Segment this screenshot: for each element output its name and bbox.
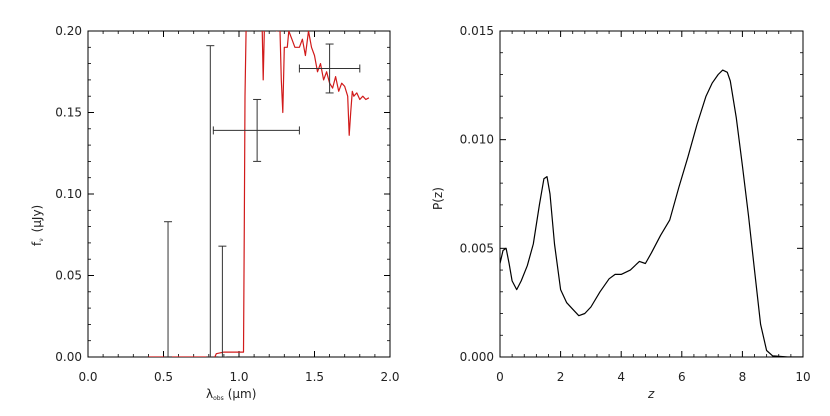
left-errorbar xyxy=(206,45,215,357)
left-axis-ticks: 0.0 0.5 1.0 1.5 2.0 0.00 0.05 0.10 0.15 0.20 xyxy=(55,24,399,384)
left-x-label-unit: (μm) xyxy=(228,387,257,401)
left-y-label-unit: (μJy) xyxy=(30,205,44,233)
left-x-tick-label: 0.5 xyxy=(154,370,173,384)
right-panel: 0 2 4 6 8 10 0.000 0.005 0.010 0.015 z P(z) xyxy=(431,24,811,401)
left-x-tick-label: 0.0 xyxy=(78,370,97,384)
right-x-axis-label: z xyxy=(647,387,655,401)
right-y-tick-label: 0.015 xyxy=(460,24,494,38)
left-errorbar xyxy=(218,245,227,357)
right-y-tick-label: 0.000 xyxy=(460,350,494,364)
left-errorbar xyxy=(212,98,300,162)
right-x-tick-label: 0 xyxy=(496,370,504,384)
right-y-tick-label: 0.010 xyxy=(460,133,494,147)
left-y-axis-label: fν (μJy) xyxy=(30,205,45,246)
right-x-tick-label: 10 xyxy=(795,370,810,384)
left-y-tick-label: 0.20 xyxy=(55,24,82,38)
right-plot-area xyxy=(500,69,803,357)
left-errorbar xyxy=(298,43,361,94)
left-panel: 0.0 0.5 1.0 1.5 2.0 0.00 0.05 0.10 0.15 0.20 λobs… xyxy=(30,24,400,402)
left-errorbar xyxy=(164,221,173,357)
left-y-tick-label: 0.10 xyxy=(55,187,82,201)
right-x-tick-label: 4 xyxy=(617,370,625,384)
right-axis-ticks: 0 2 4 6 8 10 0.000 0.005 0.010 0.015 xyxy=(460,24,811,384)
left-series-line xyxy=(148,31,370,357)
left-y-tick-label: 0.15 xyxy=(55,106,82,120)
left-x-label-subscript: obs xyxy=(213,395,224,402)
left-x-label-symbol: λ xyxy=(206,387,213,401)
left-x-axis-label: λobs (μm) xyxy=(206,387,256,402)
right-x-tick-label: 6 xyxy=(678,370,686,384)
left-plot-area xyxy=(148,31,370,357)
left-x-tick-label: 1.5 xyxy=(305,370,324,384)
right-y-tick-label: 0.005 xyxy=(460,241,494,255)
right-series-line xyxy=(500,69,803,357)
left-x-tick-label: 1.0 xyxy=(229,370,248,384)
right-x-tick-label: 2 xyxy=(557,370,565,384)
right-x-tick-label: 8 xyxy=(739,370,747,384)
right-plot-frame xyxy=(499,30,804,358)
left-y-label-symbol: f xyxy=(30,241,44,246)
left-plot-frame xyxy=(87,30,391,358)
right-y-axis-label: P(z) xyxy=(431,187,445,210)
left-y-label-subscript: ν xyxy=(38,238,45,242)
left-y-tick-label: 0.00 xyxy=(55,350,82,364)
left-y-tick-label: 0.05 xyxy=(55,269,82,283)
left-x-tick-label: 2.0 xyxy=(380,370,399,384)
